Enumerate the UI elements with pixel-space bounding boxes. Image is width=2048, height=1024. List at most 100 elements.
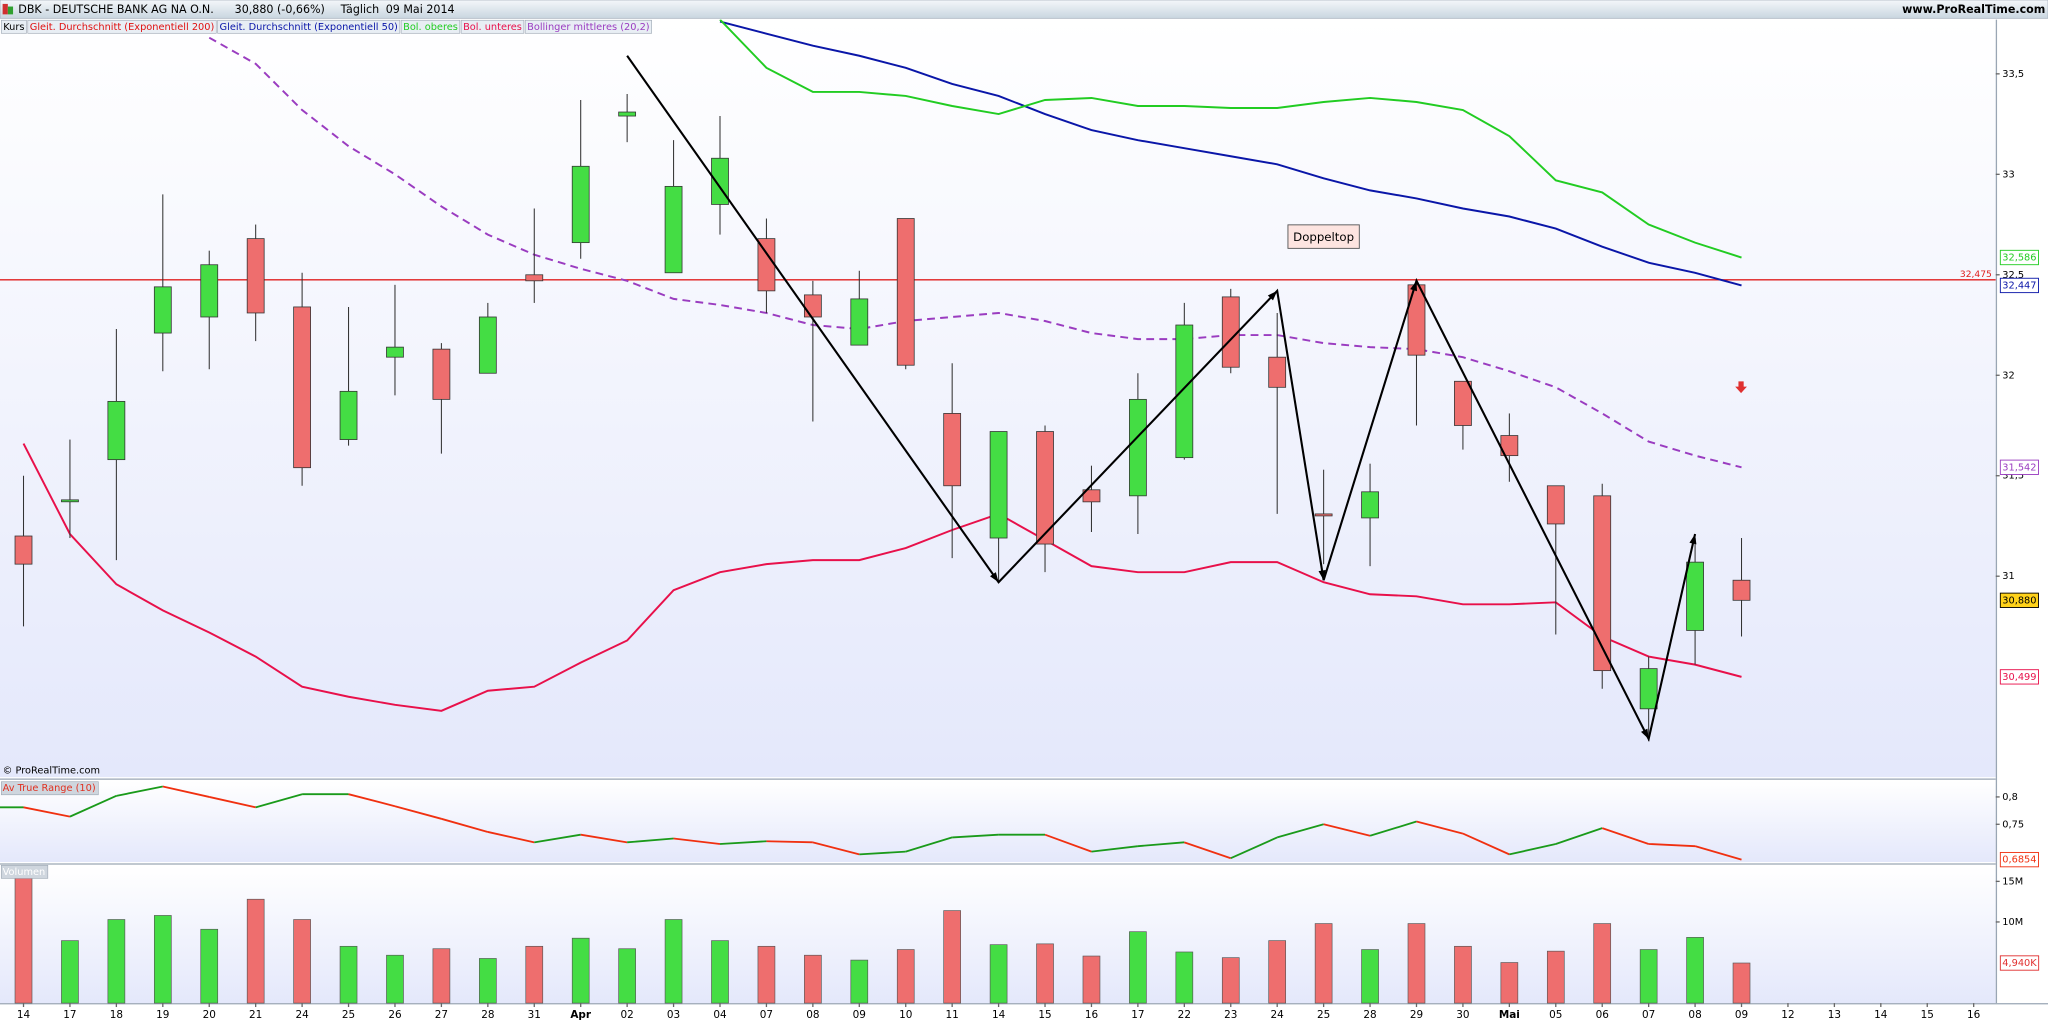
copyright: © ProRealTime.com: [3, 766, 100, 777]
atr-segment: [255, 793, 303, 809]
atr-segment: [627, 837, 674, 844]
atr-segment: [1137, 841, 1185, 848]
volume-bar: [1175, 951, 1194, 1004]
x-tick-label: 08: [1688, 1009, 1701, 1021]
x-tick-label: 28: [1363, 1009, 1376, 1021]
x-tick-label: 14: [992, 1009, 1006, 1021]
legend-item: Bol. oberes: [403, 22, 458, 33]
legend: Kurs Gleit. Durchschnitt (Exponentiell 20…: [0, 19, 652, 34]
panel-title: Volumen: [3, 867, 46, 878]
legend-item: Gleit. Durchschnitt (Exponentiell 200): [30, 22, 215, 33]
axis-value-box: [1999, 592, 2039, 608]
x-tick-label: 19: [156, 1009, 169, 1021]
atr-segment: [162, 785, 210, 798]
y-tick-label: 32,5: [2002, 270, 2024, 281]
volume-bar: [432, 948, 451, 1004]
atr-segment: [487, 831, 535, 844]
x-tick-label: 24: [295, 1009, 309, 1021]
volume-bar: [1221, 957, 1240, 1004]
logo: [7, 6, 14, 15]
legend-box: [460, 19, 525, 34]
y-tick-label: 32: [2002, 370, 2014, 381]
x-tick-label: 21: [249, 1009, 262, 1021]
atr-segment: [1694, 845, 1742, 861]
arrowhead: [1689, 534, 1697, 545]
alert-icon: [1735, 381, 1747, 394]
atr-segment: [1276, 823, 1324, 839]
x-tick-label: 22: [1178, 1009, 1191, 1021]
candle-body: [1546, 485, 1565, 525]
date: 09 Mai 2014: [386, 3, 455, 16]
y-tick-label: 0,8: [2002, 792, 2018, 803]
atr-segment: [1323, 823, 1371, 837]
candle-body: [1175, 324, 1194, 459]
candle-body: [14, 535, 33, 565]
x-tick-label: 17: [63, 1009, 76, 1021]
volume-bar: [14, 866, 33, 1004]
indicator-line: [22, 443, 1742, 712]
volume-plot: [14, 866, 1751, 1004]
candle-body: [386, 346, 404, 358]
arrowhead: [1410, 280, 1418, 292]
annotation-text: Doppeltop: [1293, 230, 1354, 244]
x-tick-label: 23: [1224, 1009, 1237, 1021]
atr-segment: [812, 841, 860, 856]
candle-body: [293, 306, 311, 469]
arrowhead: [1641, 728, 1649, 739]
logo: [2, 3, 8, 15]
x-tick-label: 17: [1131, 1009, 1144, 1021]
volume-bar: [525, 945, 544, 1004]
axis-value-label: 4,940K: [2002, 958, 2037, 969]
x-tick-label: 31: [528, 1009, 541, 1021]
atr-plot: [0, 785, 1742, 861]
x-tick-label: 18: [110, 1009, 123, 1021]
atr-segment: [1555, 827, 1603, 845]
volume-bar: [1361, 949, 1379, 1004]
volume-bar: [757, 945, 776, 1004]
volume-bar: [711, 940, 729, 1004]
atr-segment: [441, 817, 489, 833]
candle-body: [618, 111, 637, 117]
x-tick-label: 08: [806, 1009, 819, 1021]
volume-bar: [1546, 950, 1565, 1004]
horizontal-line-label: 32,475: [1960, 270, 1992, 280]
atr-segment: [209, 796, 256, 809]
candle-body: [1314, 513, 1333, 517]
candle-body: [339, 390, 358, 440]
atr-segment: [859, 850, 906, 856]
x-tick-label: 06: [1596, 1009, 1609, 1021]
candle-body: [1129, 398, 1147, 497]
atr-segment: [1648, 843, 1696, 848]
x-tick-label: 09: [853, 1009, 866, 1021]
y-tick-label: 31,5: [2002, 471, 2024, 482]
x-tick-label: 28: [481, 1009, 494, 1021]
axis-value-box: [1999, 249, 2039, 266]
pattern-line: [626, 55, 1697, 743]
atr-segment: [1601, 827, 1649, 845]
candle-body: [664, 185, 683, 274]
atr-segment: [673, 837, 721, 845]
x-tick-label: 02: [620, 1009, 633, 1021]
legend-item: Bol. unteres: [463, 22, 522, 33]
x-tick-label: 12: [1781, 1009, 1794, 1021]
panel-title-box: [0, 781, 99, 796]
site-link[interactable]: www.ProRealTime.com: [1902, 3, 2045, 16]
annotation-box: [1287, 224, 1360, 249]
axis-value-label: 30,499: [2002, 672, 2036, 683]
x-tick-label: 16: [1967, 1009, 1980, 1021]
indicator-line: [719, 19, 1742, 259]
candle-body: [1593, 495, 1612, 672]
volume-bar: [153, 915, 172, 1004]
axis-value-label: 30,880: [2002, 595, 2036, 606]
volume-bar: [61, 940, 79, 1004]
x-tick-label: 09: [1735, 1009, 1748, 1021]
candle-body: [896, 218, 915, 366]
volume-bar: [293, 919, 311, 1004]
candle-body: [246, 238, 265, 314]
volume-bar: [386, 954, 404, 1004]
volume-bar: [1407, 923, 1426, 1004]
volume-bar: [479, 958, 497, 1004]
volume-bar: [1500, 962, 1519, 1004]
x-tick-label: 07: [1642, 1009, 1655, 1021]
